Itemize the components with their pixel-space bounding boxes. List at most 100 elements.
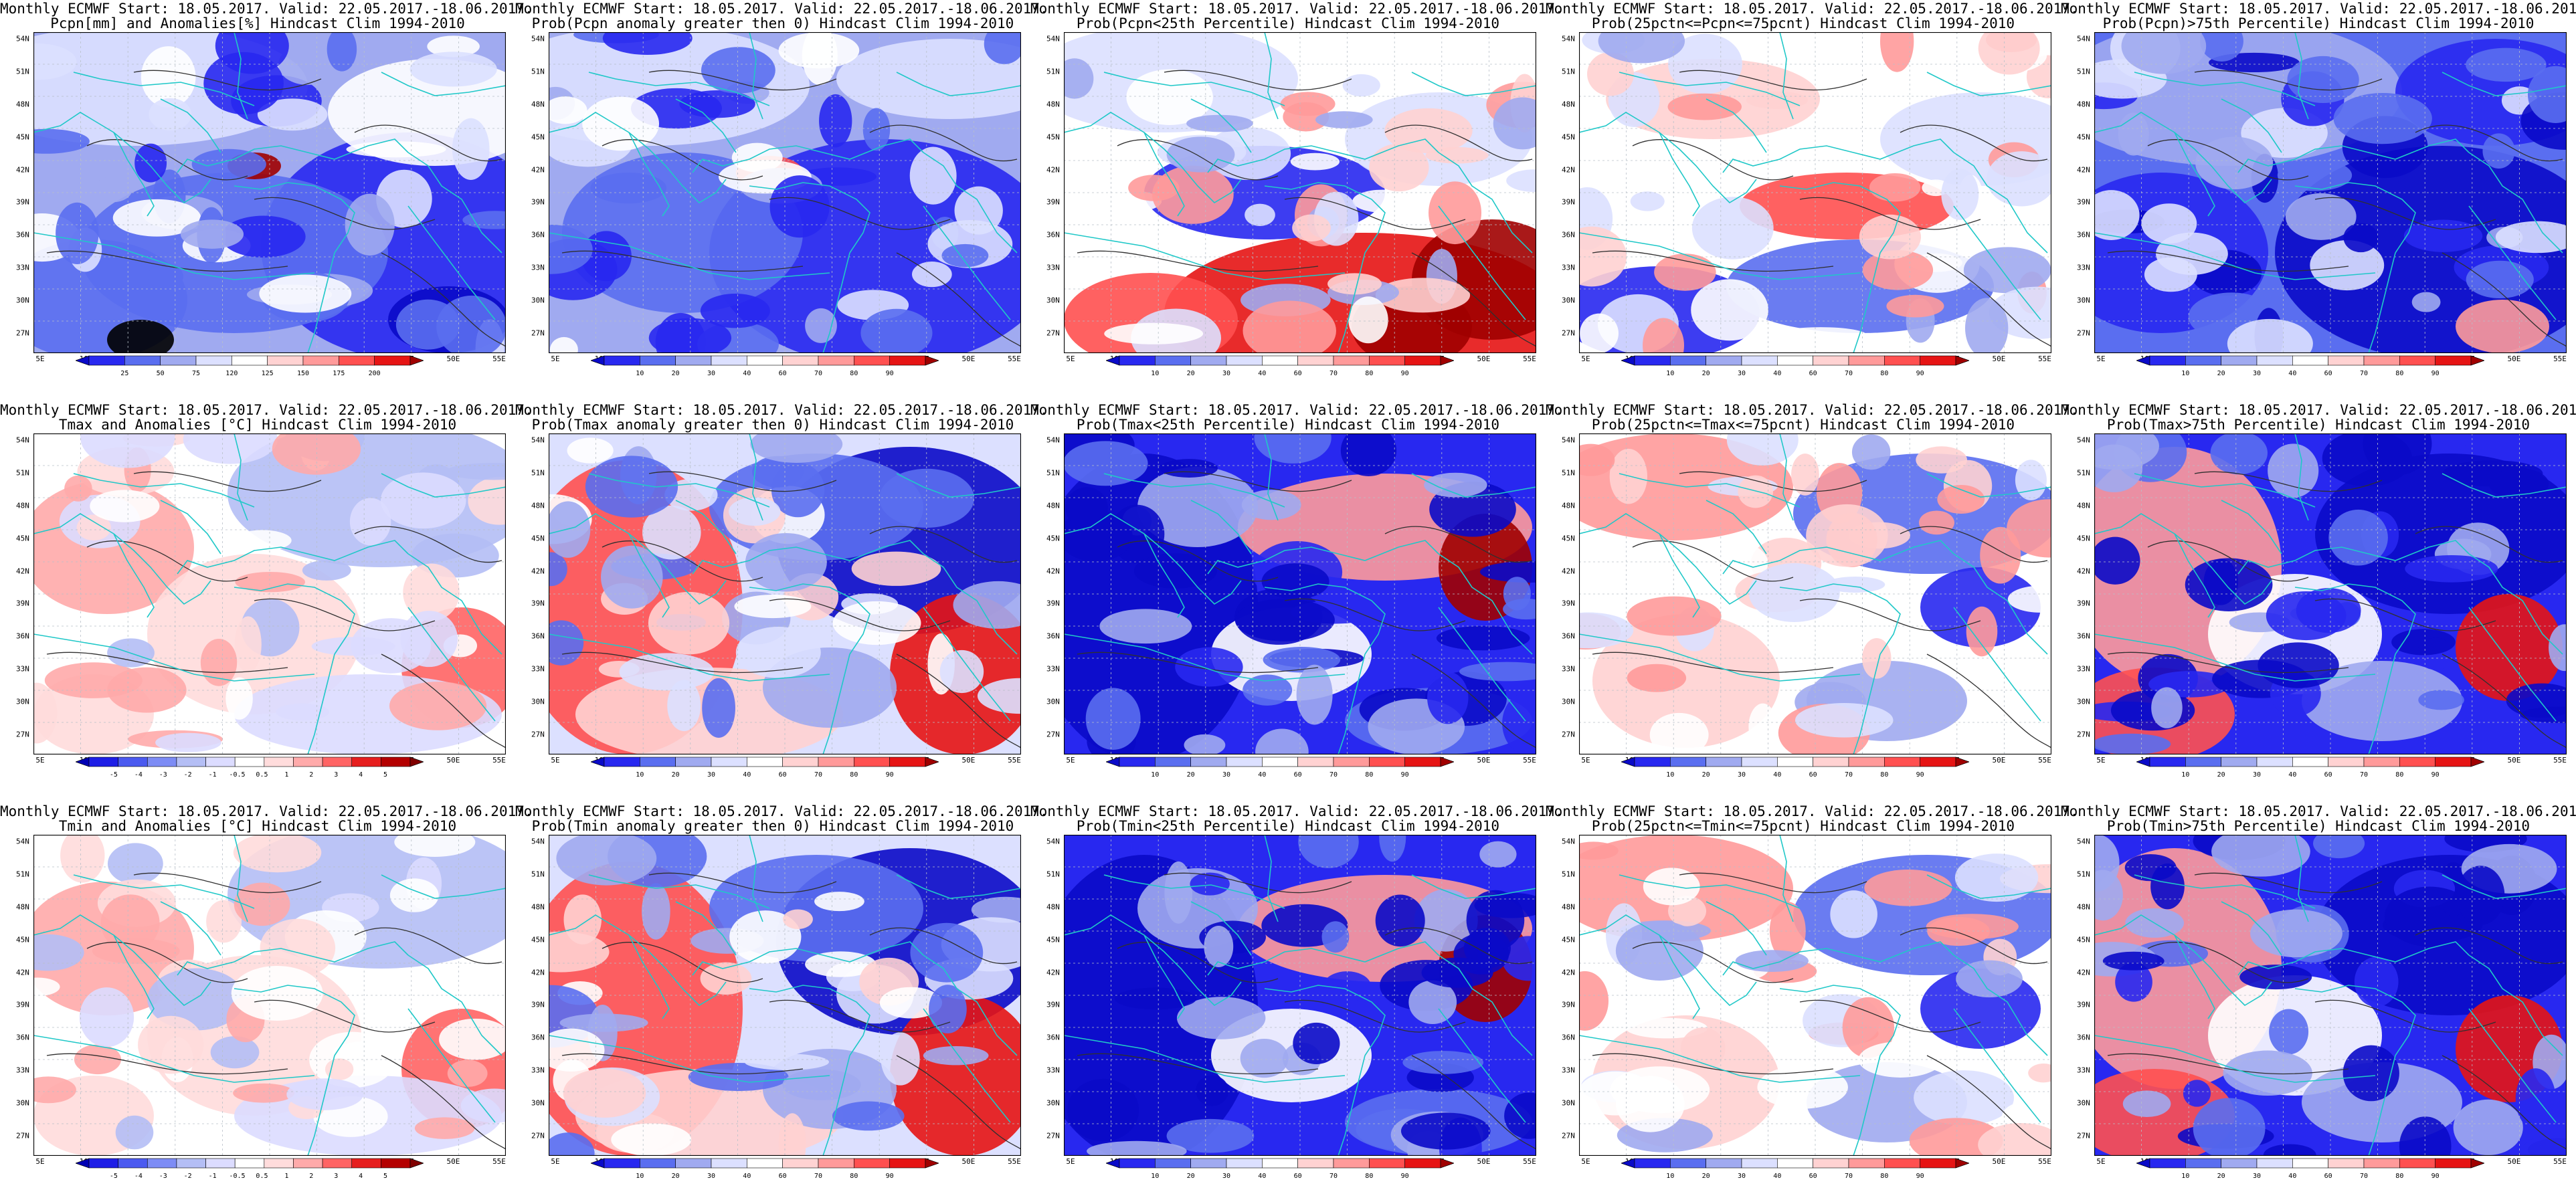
latitude-label: 27N: [531, 328, 545, 338]
shaded-region: [2268, 443, 2319, 498]
coastline: [177, 941, 409, 976]
coastline: [307, 252, 335, 353]
coastline: [1926, 874, 2051, 899]
shaded-region: [409, 52, 497, 87]
shaded-region: [394, 835, 476, 857]
shaded-region: [602, 32, 693, 55]
coastline: [177, 540, 409, 575]
shaded-region: [180, 219, 244, 249]
shaded-region: [567, 437, 614, 464]
shaded-region: [2124, 854, 2177, 882]
shaded-region: [1493, 97, 1536, 150]
coastline: [2094, 232, 2376, 280]
colorbar: 10 20 30 40 60 70 80 90: [591, 355, 939, 377]
colorbar-tick-label: -5: [110, 771, 118, 779]
shaded-region: [1691, 197, 1774, 260]
longitude-label: 50E: [2507, 756, 2521, 765]
coastline: [2237, 138, 2470, 173]
shaded-region: [1858, 1041, 1943, 1078]
colorbar-segment: [381, 1158, 411, 1169]
longitude-label: 50E: [961, 756, 976, 765]
shaded-region: [2482, 133, 2515, 169]
longitude-label: 5E: [35, 756, 45, 765]
colorbar-arrow-low: [2136, 1158, 2150, 1169]
colorbar-segment: [1262, 1158, 1298, 1169]
colorbar-segment: [854, 757, 890, 767]
colorbar-arrow-low: [76, 355, 90, 366]
isoline: [1284, 598, 1466, 631]
shaded-region: [2391, 629, 2456, 656]
longitude-label: 50E: [1992, 756, 2006, 765]
map-frame: [1064, 32, 1536, 353]
latitude-label: 54N: [1046, 837, 1060, 846]
latitude-label: 42N: [16, 165, 29, 175]
colorbar-tick-label: 70: [1329, 1173, 1338, 1180]
colorbar-segment: [1706, 757, 1742, 767]
longitude-label: 55E: [2553, 756, 2567, 765]
forecast-panel: Monthly ECMWF Start: 18.05.2017. Valid: …: [515, 401, 1048, 803]
forecast-panel: Monthly ECMWF Start: 18.05.2017. Valid: …: [0, 803, 533, 1204]
colorbar-tick-label: 30: [2253, 771, 2261, 779]
colorbar-arrow-high: [1440, 1158, 1454, 1169]
colorbar-segment: [782, 757, 819, 767]
shaded-region: [700, 294, 770, 328]
isoline: [1926, 1055, 2051, 1150]
shaded-region: [1064, 441, 1148, 486]
latitude-label: 36N: [1562, 1033, 1575, 1042]
longitude-label: 50E: [1992, 355, 2006, 363]
longitude-label: 55E: [492, 355, 506, 363]
coastline: [1064, 112, 1242, 204]
colorbar-segment: [88, 355, 125, 366]
shaded-region: [311, 637, 395, 656]
colorbar-segment: [267, 355, 304, 366]
colorbar-segment: [2292, 355, 2328, 366]
colorbar-tick-label: -4: [134, 771, 143, 779]
shaded-region: [1104, 322, 1204, 344]
isoline: [1411, 252, 1536, 347]
coastline: [1064, 633, 1346, 682]
coastline: [2294, 583, 2416, 655]
shaded-region: [1429, 181, 1482, 245]
coastline: [2468, 955, 2563, 1056]
forecast-panel: Monthly ECMWF Start: 18.05.2017. Valid: …: [1546, 0, 2079, 401]
shaded-region: [1114, 987, 1197, 1010]
colorbar-tick-label: 80: [850, 370, 858, 377]
isoline: [254, 999, 436, 1033]
shaded-region: [1503, 577, 1531, 611]
latitude-label: 36N: [2077, 631, 2090, 641]
map-field: [2094, 433, 2567, 755]
isoline: [1900, 526, 2048, 563]
colorbar-arrow-high: [2470, 1158, 2484, 1169]
shaded-region: [1668, 33, 1742, 94]
latitude-label: 48N: [2077, 100, 2090, 109]
panel-subtitle: Prob(25pctn<=Tmin<=75pcnt) Hindcast Clim…: [1591, 818, 2015, 834]
coastline: [73, 72, 255, 106]
colorbar-arrow-low: [1106, 355, 1120, 366]
latitude-label: 36N: [1562, 230, 1575, 239]
shaded-region: [2515, 1068, 2556, 1130]
shaded-region: [2193, 1098, 2266, 1156]
shaded-region: [80, 433, 175, 468]
shaded-region: [2250, 909, 2342, 958]
coastline: [1207, 138, 1439, 173]
shaded-region: [1963, 247, 2051, 294]
isoline: [2147, 540, 2309, 582]
colorbar-tick-label: 1: [284, 1173, 288, 1180]
shaded-region: [549, 501, 591, 558]
shaded-region: [94, 176, 132, 203]
colorbar-tick-label: 70: [1845, 1173, 1853, 1180]
shaded-region: [64, 475, 92, 502]
colorbar-segment: [1333, 355, 1370, 366]
coastline: [628, 533, 670, 618]
colorbar-tick-label: 60: [1809, 771, 1817, 779]
colorbar-segment: [1777, 355, 1813, 366]
shaded-region: [2195, 136, 2274, 190]
colorbar-segment: [1226, 1158, 1263, 1169]
coastline: [2468, 607, 2557, 722]
latitude-label: 45N: [2077, 132, 2090, 142]
colorbar-tick-label: 60: [1294, 1173, 1302, 1180]
map-field: [1064, 433, 1536, 755]
isoline: [1679, 70, 1867, 91]
colorbar-segment: [232, 355, 268, 366]
colorbar-tick-label: 5: [383, 771, 387, 779]
